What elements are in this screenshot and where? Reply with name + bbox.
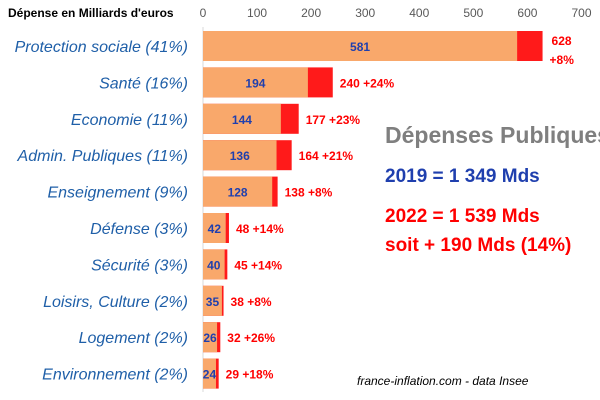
value-label-2022: 628 — [552, 34, 572, 48]
value-label-2019: 128 — [228, 186, 248, 200]
x-tick-label: 600 — [517, 6, 537, 20]
value-label-2022: 48 +14% — [236, 222, 284, 236]
summary-2022-total: 2022 = 1 539 Mds — [385, 206, 540, 227]
x-tick-label: 400 — [409, 6, 429, 20]
category-label: Admin. Publiques (11%) — [17, 148, 188, 165]
value-label-2019: 136 — [230, 149, 250, 163]
chart-title: Dépense en Milliards d'euros — [8, 6, 174, 20]
x-tick-label: 700 — [571, 6, 591, 20]
category-label: Santé (16%) — [99, 75, 188, 92]
value-label-2022: 32 +26% — [227, 331, 275, 345]
category-label: Défense (3%) — [90, 221, 188, 238]
value-label-2019: 24 — [203, 368, 217, 382]
value-label-2019: 35 — [206, 295, 220, 309]
summary-difference: soit + 190 Mds (14%) — [385, 235, 572, 256]
x-tick-label: 0 — [200, 6, 207, 20]
category-label: Protection sociale (41%) — [15, 39, 188, 56]
value-label-2019: 42 — [208, 222, 222, 236]
bar-2019 — [203, 103, 281, 134]
value-label-2022: 38 +8% — [231, 295, 272, 309]
value-label-2019: 26 — [203, 331, 217, 345]
category-label: Economie (11%) — [71, 112, 188, 129]
x-tick-label: 200 — [301, 6, 321, 20]
bar-2019 — [203, 358, 216, 389]
bar-2019 — [203, 285, 222, 316]
value-label-2019: 40 — [207, 258, 221, 272]
value-label-2019: 581 — [350, 40, 370, 54]
summary-2019-total: 2019 = 1 349 Mds — [385, 166, 540, 187]
bar-2019 — [203, 249, 225, 280]
category-label: Sécurité (3%) — [91, 257, 188, 274]
value-label-2022: 177 +23% — [306, 113, 361, 127]
x-tick-label: 500 — [463, 6, 483, 20]
category-label: Enseignement (9%) — [47, 185, 188, 202]
category-label: Logement (2%) — [79, 330, 188, 347]
bar-2019 — [203, 176, 273, 207]
summary-title: Dépenses Publiques — [385, 122, 600, 148]
value-label-2019: 194 — [245, 76, 265, 90]
x-tick-label: 300 — [355, 6, 375, 20]
value-label-2022: 45 +14% — [234, 258, 282, 272]
value-label-2022: 164 +21% — [299, 149, 354, 163]
source-note: france-inflation.com - data Insee — [357, 374, 529, 388]
bar-2019 — [203, 213, 226, 243]
value-label-2019: 144 — [232, 113, 252, 127]
value-label-2022: 240 +24% — [340, 76, 395, 90]
category-label: Loisirs, Culture (2%) — [43, 294, 188, 311]
bar-2019 — [203, 67, 308, 98]
bar-2019 — [203, 140, 277, 171]
value-label-2022: 29 +18% — [226, 368, 274, 382]
growth-label: +8% — [550, 53, 575, 67]
bar-2019 — [203, 322, 218, 353]
value-label-2022: 138 +8% — [285, 186, 333, 200]
category-label: Environnement (2%) — [42, 367, 188, 384]
bar-2019 — [203, 31, 518, 61]
x-tick-label: 100 — [247, 6, 267, 20]
